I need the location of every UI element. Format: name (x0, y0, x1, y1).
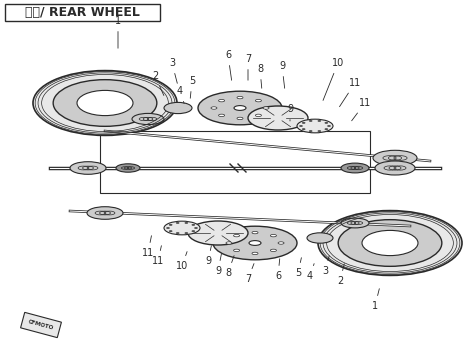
Ellipse shape (164, 221, 200, 235)
Ellipse shape (341, 218, 369, 228)
Ellipse shape (70, 162, 106, 174)
Ellipse shape (234, 249, 239, 252)
Text: 5: 5 (189, 76, 195, 98)
Ellipse shape (252, 252, 258, 255)
Text: 11: 11 (339, 78, 361, 106)
Ellipse shape (249, 240, 261, 245)
Text: 9: 9 (215, 254, 221, 276)
Text: 10: 10 (323, 58, 344, 100)
Ellipse shape (309, 120, 312, 122)
Ellipse shape (188, 221, 248, 245)
Ellipse shape (375, 161, 415, 175)
Ellipse shape (302, 129, 305, 130)
Text: 8: 8 (225, 256, 234, 278)
Text: 1: 1 (372, 289, 379, 311)
Ellipse shape (116, 164, 140, 172)
Text: 11: 11 (142, 236, 154, 258)
Ellipse shape (302, 122, 305, 123)
Ellipse shape (341, 163, 369, 173)
Ellipse shape (192, 224, 195, 225)
Ellipse shape (33, 71, 177, 135)
Ellipse shape (234, 106, 246, 110)
Ellipse shape (87, 207, 123, 219)
Text: 11: 11 (352, 98, 371, 121)
Ellipse shape (219, 99, 225, 102)
Text: 11: 11 (152, 246, 164, 266)
Ellipse shape (176, 232, 179, 234)
Ellipse shape (192, 231, 195, 232)
Ellipse shape (309, 130, 312, 132)
Ellipse shape (297, 119, 333, 133)
Ellipse shape (226, 242, 232, 244)
Ellipse shape (270, 249, 276, 252)
Text: 8: 8 (257, 64, 263, 88)
Ellipse shape (300, 125, 302, 127)
Ellipse shape (318, 210, 462, 275)
Ellipse shape (307, 233, 333, 243)
Ellipse shape (198, 91, 282, 125)
Text: 7: 7 (245, 54, 251, 80)
Ellipse shape (325, 129, 328, 130)
Ellipse shape (263, 107, 269, 109)
Ellipse shape (169, 224, 172, 225)
Ellipse shape (164, 103, 192, 114)
Ellipse shape (237, 96, 243, 99)
Ellipse shape (278, 242, 284, 244)
Text: 3: 3 (322, 256, 329, 276)
Ellipse shape (213, 226, 297, 260)
Text: 5: 5 (295, 258, 301, 278)
Ellipse shape (318, 120, 321, 122)
Ellipse shape (325, 122, 328, 123)
Ellipse shape (328, 125, 330, 127)
Ellipse shape (219, 114, 225, 117)
Text: 3: 3 (169, 58, 177, 83)
Bar (100, 131, 370, 193)
Ellipse shape (338, 220, 442, 266)
Ellipse shape (318, 130, 321, 132)
Text: 4: 4 (307, 264, 314, 281)
Ellipse shape (373, 150, 417, 166)
Text: 后轮/ REAR WHEEL: 后轮/ REAR WHEEL (25, 5, 139, 18)
Ellipse shape (53, 80, 157, 126)
Ellipse shape (237, 117, 243, 119)
Ellipse shape (234, 234, 239, 237)
Ellipse shape (252, 231, 258, 234)
Text: 10: 10 (176, 252, 188, 271)
Text: 9: 9 (287, 104, 293, 121)
Ellipse shape (132, 113, 164, 125)
Text: 6: 6 (225, 50, 232, 80)
Text: 1: 1 (115, 16, 121, 48)
Ellipse shape (176, 222, 179, 223)
Text: 9: 9 (279, 61, 285, 88)
Ellipse shape (211, 107, 217, 109)
Text: 2: 2 (152, 71, 164, 95)
Ellipse shape (169, 231, 172, 232)
Text: 2: 2 (337, 264, 344, 286)
Ellipse shape (270, 234, 276, 237)
Text: CFMOTO: CFMOTO (27, 319, 55, 331)
Ellipse shape (185, 232, 188, 234)
Ellipse shape (166, 227, 170, 229)
Ellipse shape (255, 99, 262, 102)
Ellipse shape (255, 114, 262, 117)
Text: 4: 4 (177, 86, 184, 103)
Ellipse shape (185, 222, 188, 223)
Ellipse shape (248, 106, 308, 130)
Text: 7: 7 (245, 264, 254, 284)
Ellipse shape (194, 227, 198, 229)
FancyBboxPatch shape (5, 4, 160, 21)
Ellipse shape (77, 90, 133, 116)
Text: 9: 9 (205, 246, 211, 266)
Ellipse shape (362, 230, 418, 256)
Text: 6: 6 (275, 259, 281, 281)
Polygon shape (20, 312, 62, 338)
